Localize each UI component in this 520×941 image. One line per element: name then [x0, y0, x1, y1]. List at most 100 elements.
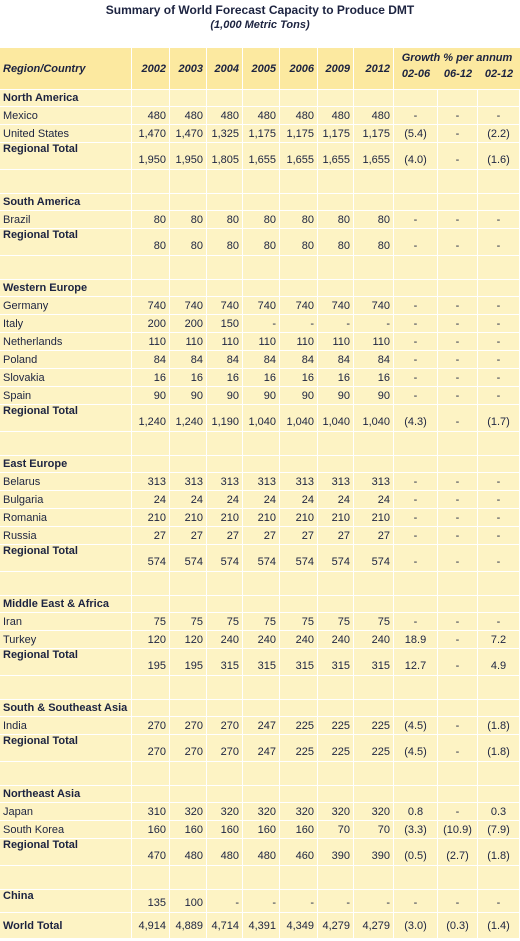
value-cell: -	[478, 351, 520, 368]
value-cell: -	[394, 613, 438, 630]
empty-cell	[243, 170, 280, 193]
table-row: Romania 210 210 210 210 210 210 210- - -	[0, 509, 520, 527]
value-cell: 1,175	[280, 125, 318, 142]
row-label: Iran	[0, 613, 132, 630]
header-year: 2009	[318, 48, 354, 89]
value-cell: 24	[354, 491, 394, 508]
empty-cell	[438, 194, 478, 210]
empty-cell	[243, 596, 280, 612]
value-cell: 80	[132, 229, 170, 255]
row-label: Romania	[0, 509, 132, 526]
value-cell: 1,325	[207, 125, 243, 142]
value-cell: 80	[318, 229, 354, 255]
empty-cell	[280, 596, 318, 612]
value-cell: 16	[243, 369, 280, 386]
value-cell: 80	[354, 211, 394, 228]
row-label: Middle East & Africa	[0, 596, 132, 612]
empty-cell	[207, 170, 243, 193]
value-cell: 210	[132, 509, 170, 526]
table-row: United States 1,470 1,470 1,325 1,175 1,175 1,…	[0, 125, 520, 143]
empty-cell	[318, 762, 354, 785]
growth-period: 02-06	[401, 68, 431, 80]
value-cell: (3.0)	[394, 913, 438, 938]
empty-cell	[207, 280, 243, 296]
value-cell: 12.7	[394, 649, 438, 675]
empty-cell	[478, 256, 520, 279]
empty-cell	[478, 676, 520, 699]
value-cell: 24	[207, 491, 243, 508]
value-cell: 1,240	[170, 405, 207, 431]
value-cell: 75	[207, 613, 243, 630]
empty-cell	[394, 432, 438, 455]
row-label: Regional Total	[0, 545, 132, 571]
table-row: Regional Total 1,950 1,950 1,805 1,655 1,655 1…	[0, 143, 520, 170]
empty-cell	[394, 866, 438, 889]
value-cell: 313	[243, 473, 280, 490]
empty-cell	[170, 432, 207, 455]
empty-cell	[132, 786, 170, 802]
empty-cell	[318, 572, 354, 595]
value-cell: -	[478, 545, 520, 571]
value-cell: -	[438, 473, 478, 490]
row-label: Poland	[0, 351, 132, 368]
value-cell: 740	[243, 297, 280, 314]
value-cell: -	[438, 369, 478, 386]
value-cell: 75	[354, 613, 394, 630]
empty-cell	[207, 596, 243, 612]
value-cell: 84	[280, 351, 318, 368]
empty-cell	[318, 866, 354, 889]
empty-cell	[132, 90, 170, 106]
empty-cell	[0, 762, 132, 785]
subtitle: (1,000 Metric Tons)	[210, 19, 310, 31]
value-cell: 313	[132, 473, 170, 490]
empty-cell	[280, 700, 318, 716]
value-cell: -	[438, 631, 478, 648]
table-row: Northeast Asia	[0, 786, 520, 803]
value-cell: 1,040	[318, 405, 354, 431]
value-cell: 225	[318, 735, 354, 761]
value-cell: 460	[280, 839, 318, 865]
value-cell: 1,040	[280, 405, 318, 431]
value-cell: -	[394, 297, 438, 314]
row-label: Slovakia	[0, 369, 132, 386]
empty-cell	[478, 572, 520, 595]
value-cell: 200	[132, 315, 170, 332]
table-row: Middle East & Africa	[0, 596, 520, 613]
value-cell: -	[438, 803, 478, 820]
value-cell: 320	[207, 803, 243, 820]
value-cell: 160	[207, 821, 243, 838]
empty-cell	[478, 432, 520, 455]
value-cell: 313	[280, 473, 318, 490]
value-cell: 574	[354, 545, 394, 571]
empty-cell	[318, 786, 354, 802]
value-cell: 1,655	[243, 143, 280, 169]
spacer-row	[0, 866, 520, 890]
value-cell: -	[207, 890, 243, 912]
empty-cell	[438, 762, 478, 785]
empty-cell	[354, 280, 394, 296]
spacer-row	[0, 170, 520, 194]
empty-cell	[280, 866, 318, 889]
value-cell: 90	[318, 387, 354, 404]
value-cell: 4,914	[132, 913, 170, 938]
value-cell: -	[394, 473, 438, 490]
growth-header: Growth % per annum 02-06 06-12 02-12	[394, 48, 520, 89]
value-cell: 195	[170, 649, 207, 675]
value-cell: 247	[243, 735, 280, 761]
row-label: Spain	[0, 387, 132, 404]
value-cell: 210	[207, 509, 243, 526]
value-cell: 24	[318, 491, 354, 508]
value-cell: 84	[318, 351, 354, 368]
empty-cell	[170, 280, 207, 296]
header-label: Region/Country	[0, 48, 132, 89]
value-cell: 27	[280, 527, 318, 544]
value-cell: 210	[280, 509, 318, 526]
value-cell: -	[438, 527, 478, 544]
table-row: Regional Total 574 574 574 574 574 574 574- - -	[0, 545, 520, 572]
title: Summary of World Forecast Capacity to Pr…	[105, 3, 415, 17]
empty-cell	[438, 596, 478, 612]
empty-cell	[280, 256, 318, 279]
table-row: Regional Total 270 270 270 247 225 225 225 (4.5)…	[0, 735, 520, 762]
value-cell: (2.7)	[438, 839, 478, 865]
value-cell: 480	[354, 107, 394, 124]
